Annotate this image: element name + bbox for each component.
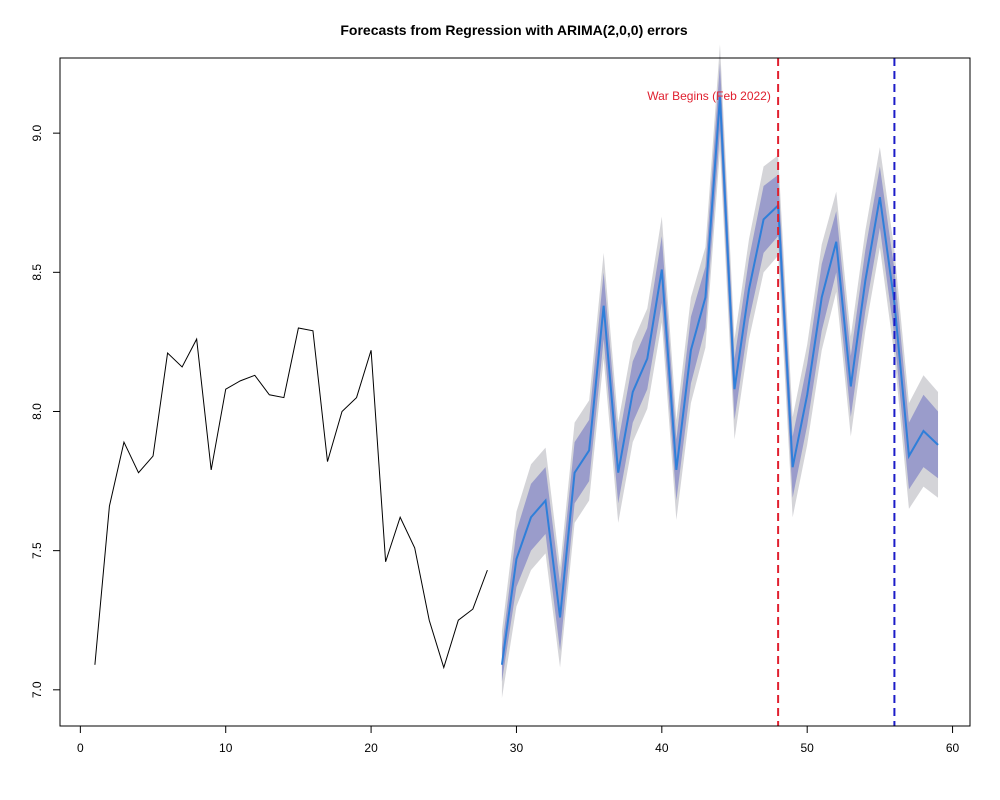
x-tick-label-20: 20 [364,741,378,755]
forecast-band-95 [501,44,939,699]
y-tick-label-0: 7.0 [30,681,44,698]
chart-title: Forecasts from Regression with ARIMA(2,0… [340,22,687,38]
x-tick-label-40: 40 [655,741,669,755]
y-tick-label-2: 8.0 [30,403,44,420]
forecast-band-80 [501,63,939,682]
x-tick-label-30: 30 [510,741,524,755]
y-tick-label-4: 9.0 [30,124,44,141]
observed-series-line [94,327,488,670]
x-tick-label-10: 10 [219,741,233,755]
x-tick-label-0: 0 [77,741,84,755]
y-tick-label-3: 8.5 [30,264,44,281]
plot-frame [59,57,971,727]
annotation-1: War Begins (Feb 2022) [647,89,771,103]
y-tick-label-1: 7.5 [30,542,44,559]
x-tick-label-50: 50 [801,741,815,755]
plot-area: War Begins (Feb 2022) 0 10 20 30 40 50 60 7.0 7.5… [30,44,971,755]
forecast-mean-line [500,96,939,665]
x-tick-label-60: 60 [946,741,960,755]
